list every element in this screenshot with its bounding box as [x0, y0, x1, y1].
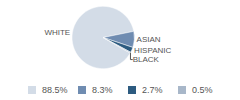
svg-text:8.3%: 8.3%: [92, 85, 113, 95]
svg-text:2.7%: 2.7%: [142, 85, 163, 95]
svg-text:BLACK: BLACK: [133, 55, 160, 64]
svg-text:WHITE: WHITE: [44, 28, 70, 37]
svg-text:88.5%: 88.5%: [42, 85, 68, 95]
svg-text:ASIAN: ASIAN: [137, 35, 161, 44]
svg-text:0.5%: 0.5%: [192, 85, 213, 95]
svg-text:HISPANIC: HISPANIC: [134, 46, 171, 55]
